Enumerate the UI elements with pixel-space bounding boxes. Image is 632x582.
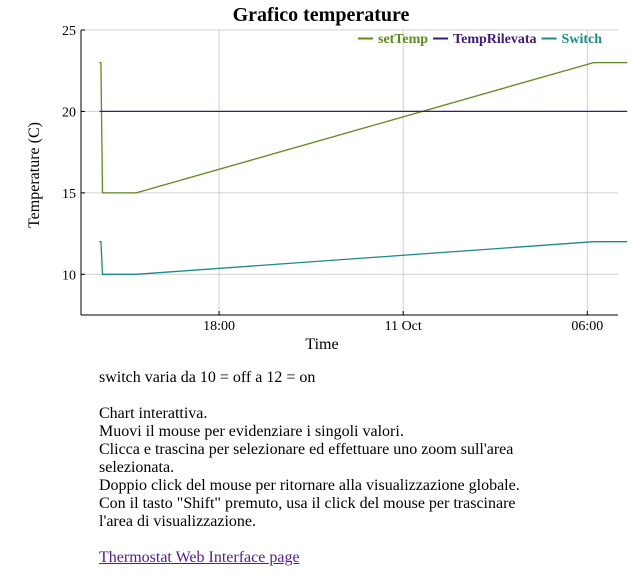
legend-label: setTemp [378,32,428,47]
y-axis-label: Temperature (C) [26,122,43,228]
instruction-line: Chart interattiva. [99,405,208,422]
notes-block: switch varia da 10 = off a 12 = on Chart… [99,369,539,567]
x-tick-label: 11 Oct [385,319,422,334]
chart-title: Grafico temperature [233,4,410,26]
instruction-line: Con il tasto "Shift" premuto, usa il cli… [99,495,516,530]
tick-labels: 10 15 20 25 18:00 11 Oct 06:00 [62,24,603,334]
temperature-chart[interactable]: Grafico temperature 10 15 20 25 18:00 11 Oct 0… [0,0,632,360]
thermostat-interface-link[interactable]: Thermostat Web Interface page [99,549,300,566]
series-lines[interactable] [99,61,628,275]
legend-label: TempRilevata [453,32,536,47]
x-tick-label: 18:00 [203,319,235,334]
y-tick-label: 10 [62,268,76,283]
y-tick-label: 20 [62,105,76,120]
axes [80,29,618,316]
switch-note: switch varia da 10 = off a 12 = on [99,369,316,386]
y-tick-label: 15 [62,187,76,202]
x-axis-label: Time [305,336,338,353]
legend-label: Switch [562,32,603,47]
series-line-switch[interactable] [99,241,628,275]
instruction-line: Clicca e trascina per selezionare ed eff… [99,441,514,476]
y-tick-label: 25 [62,24,76,39]
series-line-settemp[interactable] [99,61,628,194]
instruction-line: Muovi il mouse per evidenziare i singoli… [99,423,404,440]
x-tick-label: 06:00 [571,319,603,334]
legend: Switch TempRilevata setTemp [358,32,602,47]
instruction-line: Doppio click del mouse per ritornare all… [99,477,520,494]
